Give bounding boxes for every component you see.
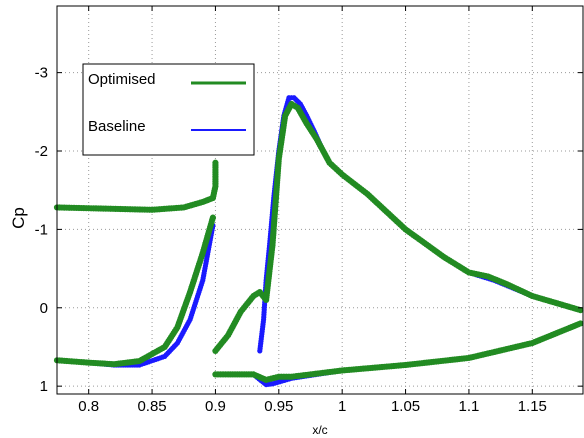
data-point — [209, 214, 216, 221]
x-tick-label: 0.95 — [264, 398, 293, 415]
plot-area — [53, 95, 584, 388]
x-tick-label: 1.1 — [458, 398, 479, 415]
legend-label-optimised: Optimised — [88, 71, 156, 88]
y-tick-label: 1 — [40, 378, 48, 395]
series-optimised — [53, 100, 584, 383]
data-point — [577, 307, 584, 314]
data-point — [212, 159, 219, 166]
x-tick-label: 0.8 — [78, 398, 99, 415]
y-tick-label: -3 — [35, 65, 48, 82]
legend-label-baseline: Baseline — [88, 118, 146, 135]
y-tick-label: 0 — [40, 300, 48, 317]
x-tick-label: 0.85 — [137, 398, 166, 415]
legend: Optimised Baseline — [82, 63, 255, 156]
y-axis-label: Cp — [9, 207, 28, 229]
y-tick-label: -2 — [35, 143, 48, 160]
x-tick-label: 1 — [338, 398, 346, 415]
x-tick-label: 1.05 — [391, 398, 420, 415]
x-tick-label: 0.9 — [205, 398, 226, 415]
data-point — [577, 320, 584, 327]
axis-ticks: 0.8 0.85 0.9 0.95 1 1.05 1.1 1.15 -3 -2 -1 0 1 — [35, 6, 583, 415]
x-tick-label: 1.15 — [518, 398, 547, 415]
x-axis-label: x/c — [312, 423, 327, 437]
axes-frame — [56, 5, 584, 395]
y-tick-label: -1 — [35, 221, 48, 238]
legend-box — [82, 63, 255, 156]
